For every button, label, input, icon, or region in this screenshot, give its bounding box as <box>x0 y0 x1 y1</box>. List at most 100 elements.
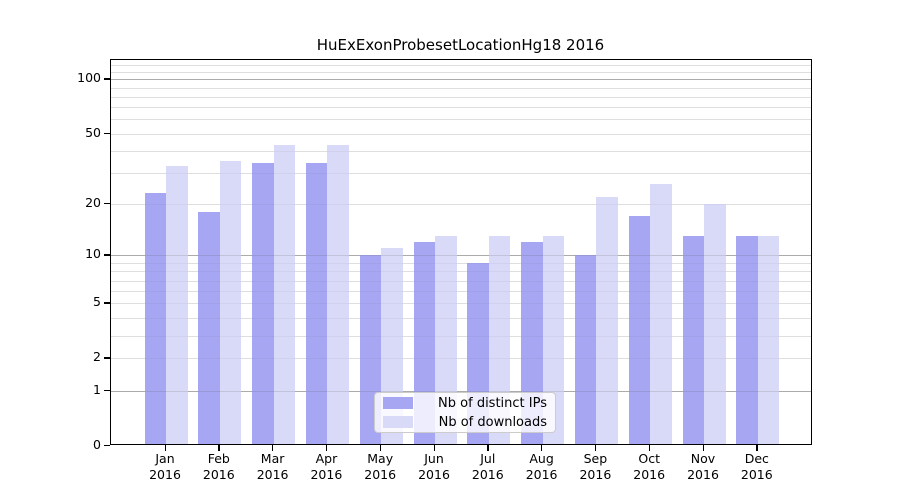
gridline-overlay-30 <box>111 173 811 175</box>
xtick-mark-oct <box>648 445 650 451</box>
gridline-minor-9 <box>111 262 811 264</box>
gridline-overlay-5 <box>111 303 811 305</box>
gridline-minor-120 <box>111 64 811 66</box>
legend-swatch-distinct-ips <box>383 397 413 409</box>
gridline-overlay-50 <box>111 133 811 135</box>
gridline-overlay-1 <box>111 390 811 392</box>
gridline-minor-8 <box>111 271 811 273</box>
gridline-overlay-40 <box>111 150 811 152</box>
gridline-minor-30 <box>111 173 811 175</box>
xtick-mark-apr <box>325 445 328 451</box>
ytick-mark-2 <box>104 357 110 359</box>
ytick-label-10: 10 <box>85 246 101 262</box>
xtick-label-aug: Aug 2016 <box>525 451 558 482</box>
xtick-mark-sep <box>594 445 597 451</box>
gridline-minor-2 <box>111 358 811 360</box>
xtick-label-may: May 2016 <box>364 451 397 482</box>
gridline-major-100 <box>111 79 811 81</box>
ytick-label-2: 2 <box>93 349 101 365</box>
gridline-minor-3 <box>111 335 811 337</box>
bar-downloads-jan <box>166 165 188 444</box>
legend-item-downloads: Nb of downloads <box>383 415 547 430</box>
xtick-label-apr: Apr 2016 <box>310 451 343 482</box>
bar-ips-oct <box>628 216 651 444</box>
gridline-major-1 <box>111 390 811 392</box>
bar-downloads-feb <box>219 161 242 444</box>
legend-swatch-downloads <box>383 416 413 428</box>
xtick-mark-may <box>379 445 381 451</box>
xtick-label-jun: Jun 2016 <box>418 451 450 482</box>
legend-label-distinct-ips: Nb of distinct IPs <box>438 395 547 411</box>
bar-downloads-sep <box>596 196 618 444</box>
xtick-label-mar: Mar 2016 <box>256 451 289 482</box>
bar-ips-jan <box>144 193 166 444</box>
bar-ips-dec <box>736 236 758 444</box>
ytick-mark-20 <box>104 202 110 205</box>
gridline-minor-4 <box>111 317 811 319</box>
gridline-major-10 <box>111 255 811 257</box>
xtick-mark-aug <box>541 445 543 451</box>
bar-ips-sep <box>574 255 597 444</box>
bar-downloads-oct <box>650 184 672 444</box>
gridline-overlay-70 <box>111 107 811 109</box>
gridline-overlay-80 <box>111 96 811 98</box>
gridline-minor-50 <box>111 133 811 135</box>
legend-item-distinct-ips: Nb of distinct IPs <box>383 396 547 411</box>
gridline-overlay-2 <box>111 358 811 360</box>
gridline-overlay-20 <box>111 203 811 205</box>
gridline-overlay-4 <box>111 317 811 319</box>
bar-ips-feb <box>198 211 220 444</box>
gridline-overlay-6 <box>111 291 811 293</box>
xtick-mark-mar <box>272 445 274 451</box>
ytick-label-5: 5 <box>93 294 101 310</box>
gridline-minor-80 <box>111 96 811 98</box>
plot-area: Nb of distinct IPs Nb of downloads <box>110 59 812 445</box>
xtick-label-feb: Feb 2016 <box>202 451 235 482</box>
gridline-minor-90 <box>111 87 811 89</box>
xtick-label-dec: Dec 2016 <box>740 451 773 482</box>
gridline-overlay-10 <box>111 255 811 257</box>
gridline-minor-20 <box>111 203 811 205</box>
bar-downloads-nov <box>704 203 726 444</box>
bar-ips-mar <box>252 163 274 444</box>
xtick-label-jul: Jul 2016 <box>471 451 504 482</box>
ytick-label-50: 50 <box>85 124 101 140</box>
gridline-minor-7 <box>111 280 811 282</box>
bar-ips-apr <box>305 163 328 444</box>
ytick-mark-5 <box>104 302 110 304</box>
gridline-minor-70 <box>111 107 811 109</box>
xtick-label-oct: Oct 2016 <box>633 451 666 482</box>
gridline-minor-5 <box>111 303 811 305</box>
gridline-overlay-90 <box>111 87 811 89</box>
gridline-minor-40 <box>111 150 811 152</box>
xtick-label-jan: Jan 2016 <box>149 451 181 482</box>
xtick-label-sep: Sep 2016 <box>579 451 612 482</box>
xtick-label-nov: Nov 2016 <box>687 451 719 482</box>
ytick-label-1: 1 <box>93 381 101 397</box>
bar-downloads-apr <box>327 145 349 444</box>
xtick-mark-dec <box>756 445 758 451</box>
xtick-mark-feb <box>218 445 220 451</box>
ytick-label-0: 0 <box>93 436 101 452</box>
gridline-overlay-9 <box>111 262 811 264</box>
gridline-overlay-120 <box>111 64 811 66</box>
gridline-minor-110 <box>111 71 811 73</box>
ytick-mark-0 <box>104 444 110 446</box>
ytick-mark-1 <box>104 389 110 391</box>
ytick-label-20: 20 <box>85 194 101 210</box>
chart-title: HuExExonProbesetLocationHg18 2016 <box>316 36 605 54</box>
bar-downloads-dec <box>757 236 780 444</box>
bar-ips-nov <box>682 236 704 444</box>
bar-downloads-mar <box>273 145 296 444</box>
gridline-overlay-3 <box>111 335 811 337</box>
xtick-mark-jul <box>487 445 489 451</box>
ytick-mark-50 <box>104 132 110 134</box>
ytick-mark-10 <box>104 254 110 256</box>
gridline-minor-6 <box>111 291 811 293</box>
legend: Nb of distinct IPs Nb of downloads <box>374 392 556 433</box>
gridline-overlay-60 <box>111 119 811 121</box>
xtick-mark-jun <box>433 445 435 451</box>
legend-label-downloads: Nb of downloads <box>438 414 547 430</box>
gridline-minor-60 <box>111 119 811 121</box>
